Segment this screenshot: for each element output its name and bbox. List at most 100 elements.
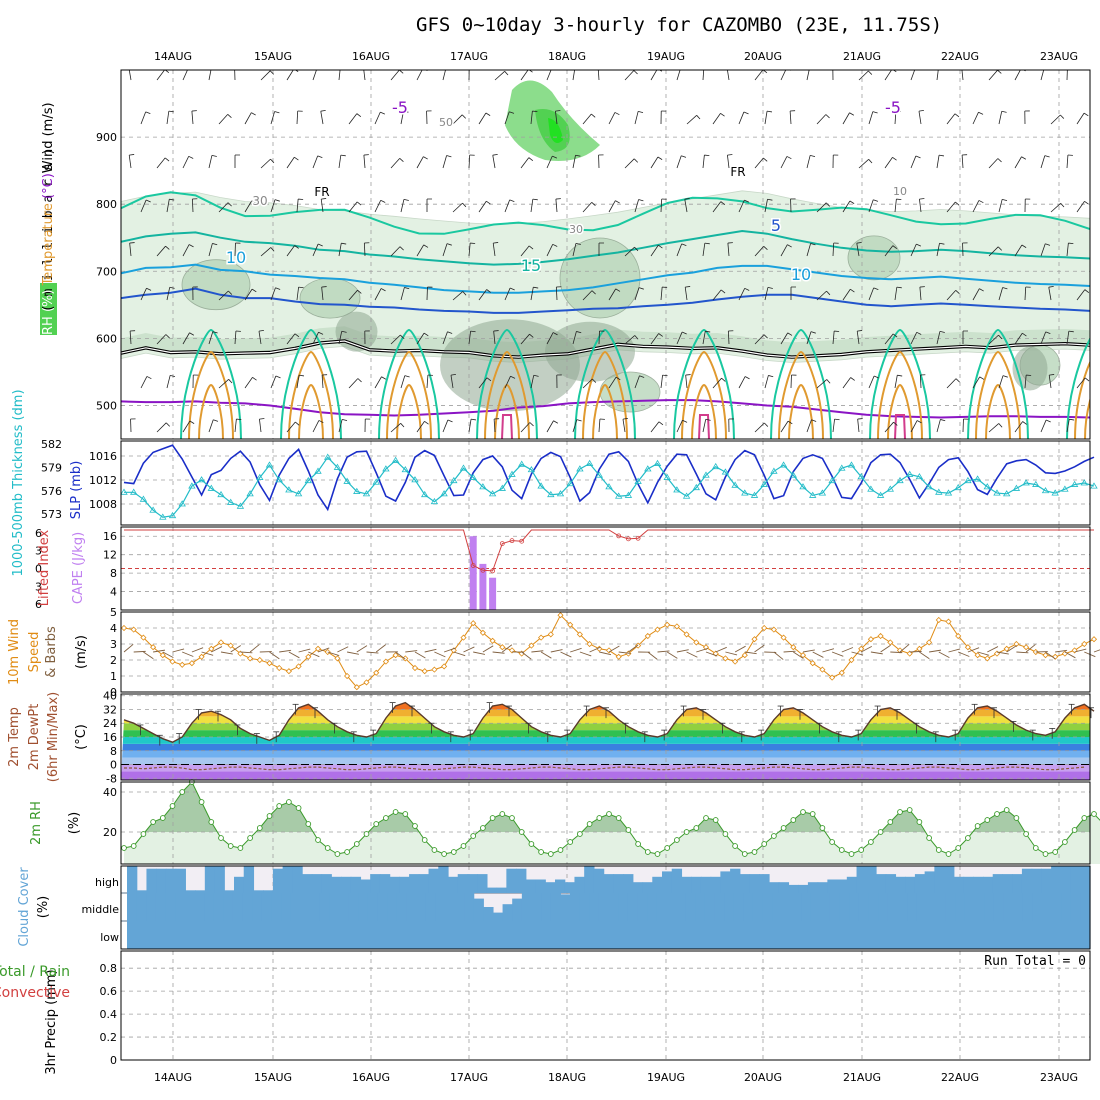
wind-barb xyxy=(582,202,593,213)
thickness-point xyxy=(217,490,225,498)
wind-barb xyxy=(582,290,593,301)
wind-barb-flag xyxy=(955,201,960,206)
thickness-point xyxy=(517,460,526,467)
cloud-cell-high xyxy=(1070,866,1081,893)
wind-barb xyxy=(738,376,746,389)
wind-barb xyxy=(442,331,448,345)
rh2m-point xyxy=(266,813,273,819)
cape-bar xyxy=(479,563,487,610)
rh2m-point xyxy=(761,841,768,847)
wind-barb-flag xyxy=(341,242,347,245)
wind-barb xyxy=(208,243,213,257)
wind-speed-point xyxy=(1061,650,1068,657)
rh2m-point xyxy=(130,843,137,849)
wind-barb xyxy=(884,70,892,81)
tick-label: 0.4 xyxy=(100,1008,118,1021)
surface-wind-barb xyxy=(540,651,552,659)
rh2m-point xyxy=(538,849,544,855)
upper-wind-barbs xyxy=(128,67,1090,433)
wind-barb-flag xyxy=(462,291,467,296)
wind-barb xyxy=(530,111,533,125)
wind-barb-flag xyxy=(810,67,815,68)
thickness-point xyxy=(886,485,895,492)
wind-barb xyxy=(1040,70,1045,81)
thickness-point xyxy=(1032,480,1040,487)
wind-barb-flag xyxy=(1049,374,1055,376)
cloud-cell-middle xyxy=(194,893,205,921)
wind-barb-flag xyxy=(1001,110,1007,113)
wind-barb xyxy=(598,419,601,433)
cloud-cell-middle xyxy=(868,893,879,921)
thickness-point xyxy=(857,473,865,480)
cloud-cell-middle xyxy=(637,893,648,921)
thickness-point xyxy=(547,490,555,498)
wind-barb xyxy=(634,375,640,389)
panel-frame-cape xyxy=(120,526,1091,611)
isotherms xyxy=(121,191,1100,439)
surface-wind-barb xyxy=(220,651,233,655)
wind-barb-flag xyxy=(918,109,924,112)
rh2m-point xyxy=(344,849,350,855)
wind-barb-flag xyxy=(470,418,477,421)
wind-barb xyxy=(312,70,317,81)
tick-label: middle xyxy=(81,903,119,916)
wind-barb-flag xyxy=(317,68,322,70)
isotherm-30-lobe xyxy=(1092,415,1100,439)
wind-barb-flag xyxy=(720,289,726,294)
wind-barb-flag xyxy=(1021,244,1027,248)
wind-barb xyxy=(650,245,659,257)
wind-barb xyxy=(856,331,860,345)
cape-bar xyxy=(489,577,497,610)
cloud-cell-middle xyxy=(464,893,475,921)
thickness-point xyxy=(770,467,778,474)
surface-wind-barb xyxy=(831,651,844,657)
thickness-point xyxy=(954,483,962,491)
wind-barb xyxy=(806,70,810,81)
cloud-cell-high xyxy=(370,874,381,893)
wind-barb xyxy=(442,155,447,169)
wind-barb-flag xyxy=(916,331,922,335)
wind-barb-flag xyxy=(1044,67,1049,68)
wind-speed-point xyxy=(285,668,292,675)
cloud-cell-middle xyxy=(781,893,793,921)
wind-barb xyxy=(842,289,851,301)
cloud-cell-middle xyxy=(945,893,956,921)
wind-speed-point xyxy=(557,612,564,619)
wind-barb-flag xyxy=(188,155,194,159)
cloud-cell-high xyxy=(350,876,362,893)
wind-barb-flag xyxy=(834,418,840,421)
rh2m-point xyxy=(674,837,680,843)
rh-shading xyxy=(121,80,1090,413)
wind-barb xyxy=(450,375,454,389)
rh2m-point xyxy=(470,833,477,839)
cloud-cell-high xyxy=(360,879,371,893)
wind-speed-point xyxy=(615,653,622,660)
wind-barb-flag xyxy=(170,375,176,377)
wind-speed-point xyxy=(382,658,389,665)
surface-wind-barb xyxy=(929,649,942,653)
wind-barb-flag xyxy=(658,333,663,337)
wind-barb xyxy=(400,375,406,389)
rh2m-point xyxy=(227,843,234,849)
surface-wind-barb xyxy=(579,651,592,657)
tick-label: 0.6 xyxy=(100,985,118,998)
surface-wind-barb xyxy=(153,649,166,653)
tick-label: 500 xyxy=(96,399,117,412)
tick-label: 1012 xyxy=(89,474,117,487)
wind-barb xyxy=(1050,114,1061,125)
tick-label: 573 xyxy=(41,508,62,521)
wind-barb-flag xyxy=(897,374,903,377)
rh2m-point xyxy=(480,825,486,831)
thickness-point xyxy=(401,466,410,473)
wind-barb-flag xyxy=(404,375,410,378)
thickness-point xyxy=(663,473,671,480)
wind-barb xyxy=(1066,331,1070,345)
wind-barb xyxy=(1040,155,1046,169)
wind-barb-flag xyxy=(294,245,299,249)
wind-barb-flag xyxy=(768,375,774,378)
tick-label: 6 xyxy=(35,527,42,540)
wind-barb xyxy=(780,420,789,433)
wind-barb-flag xyxy=(849,200,855,204)
thickness-point xyxy=(750,491,759,498)
rh2m-point xyxy=(315,837,321,843)
